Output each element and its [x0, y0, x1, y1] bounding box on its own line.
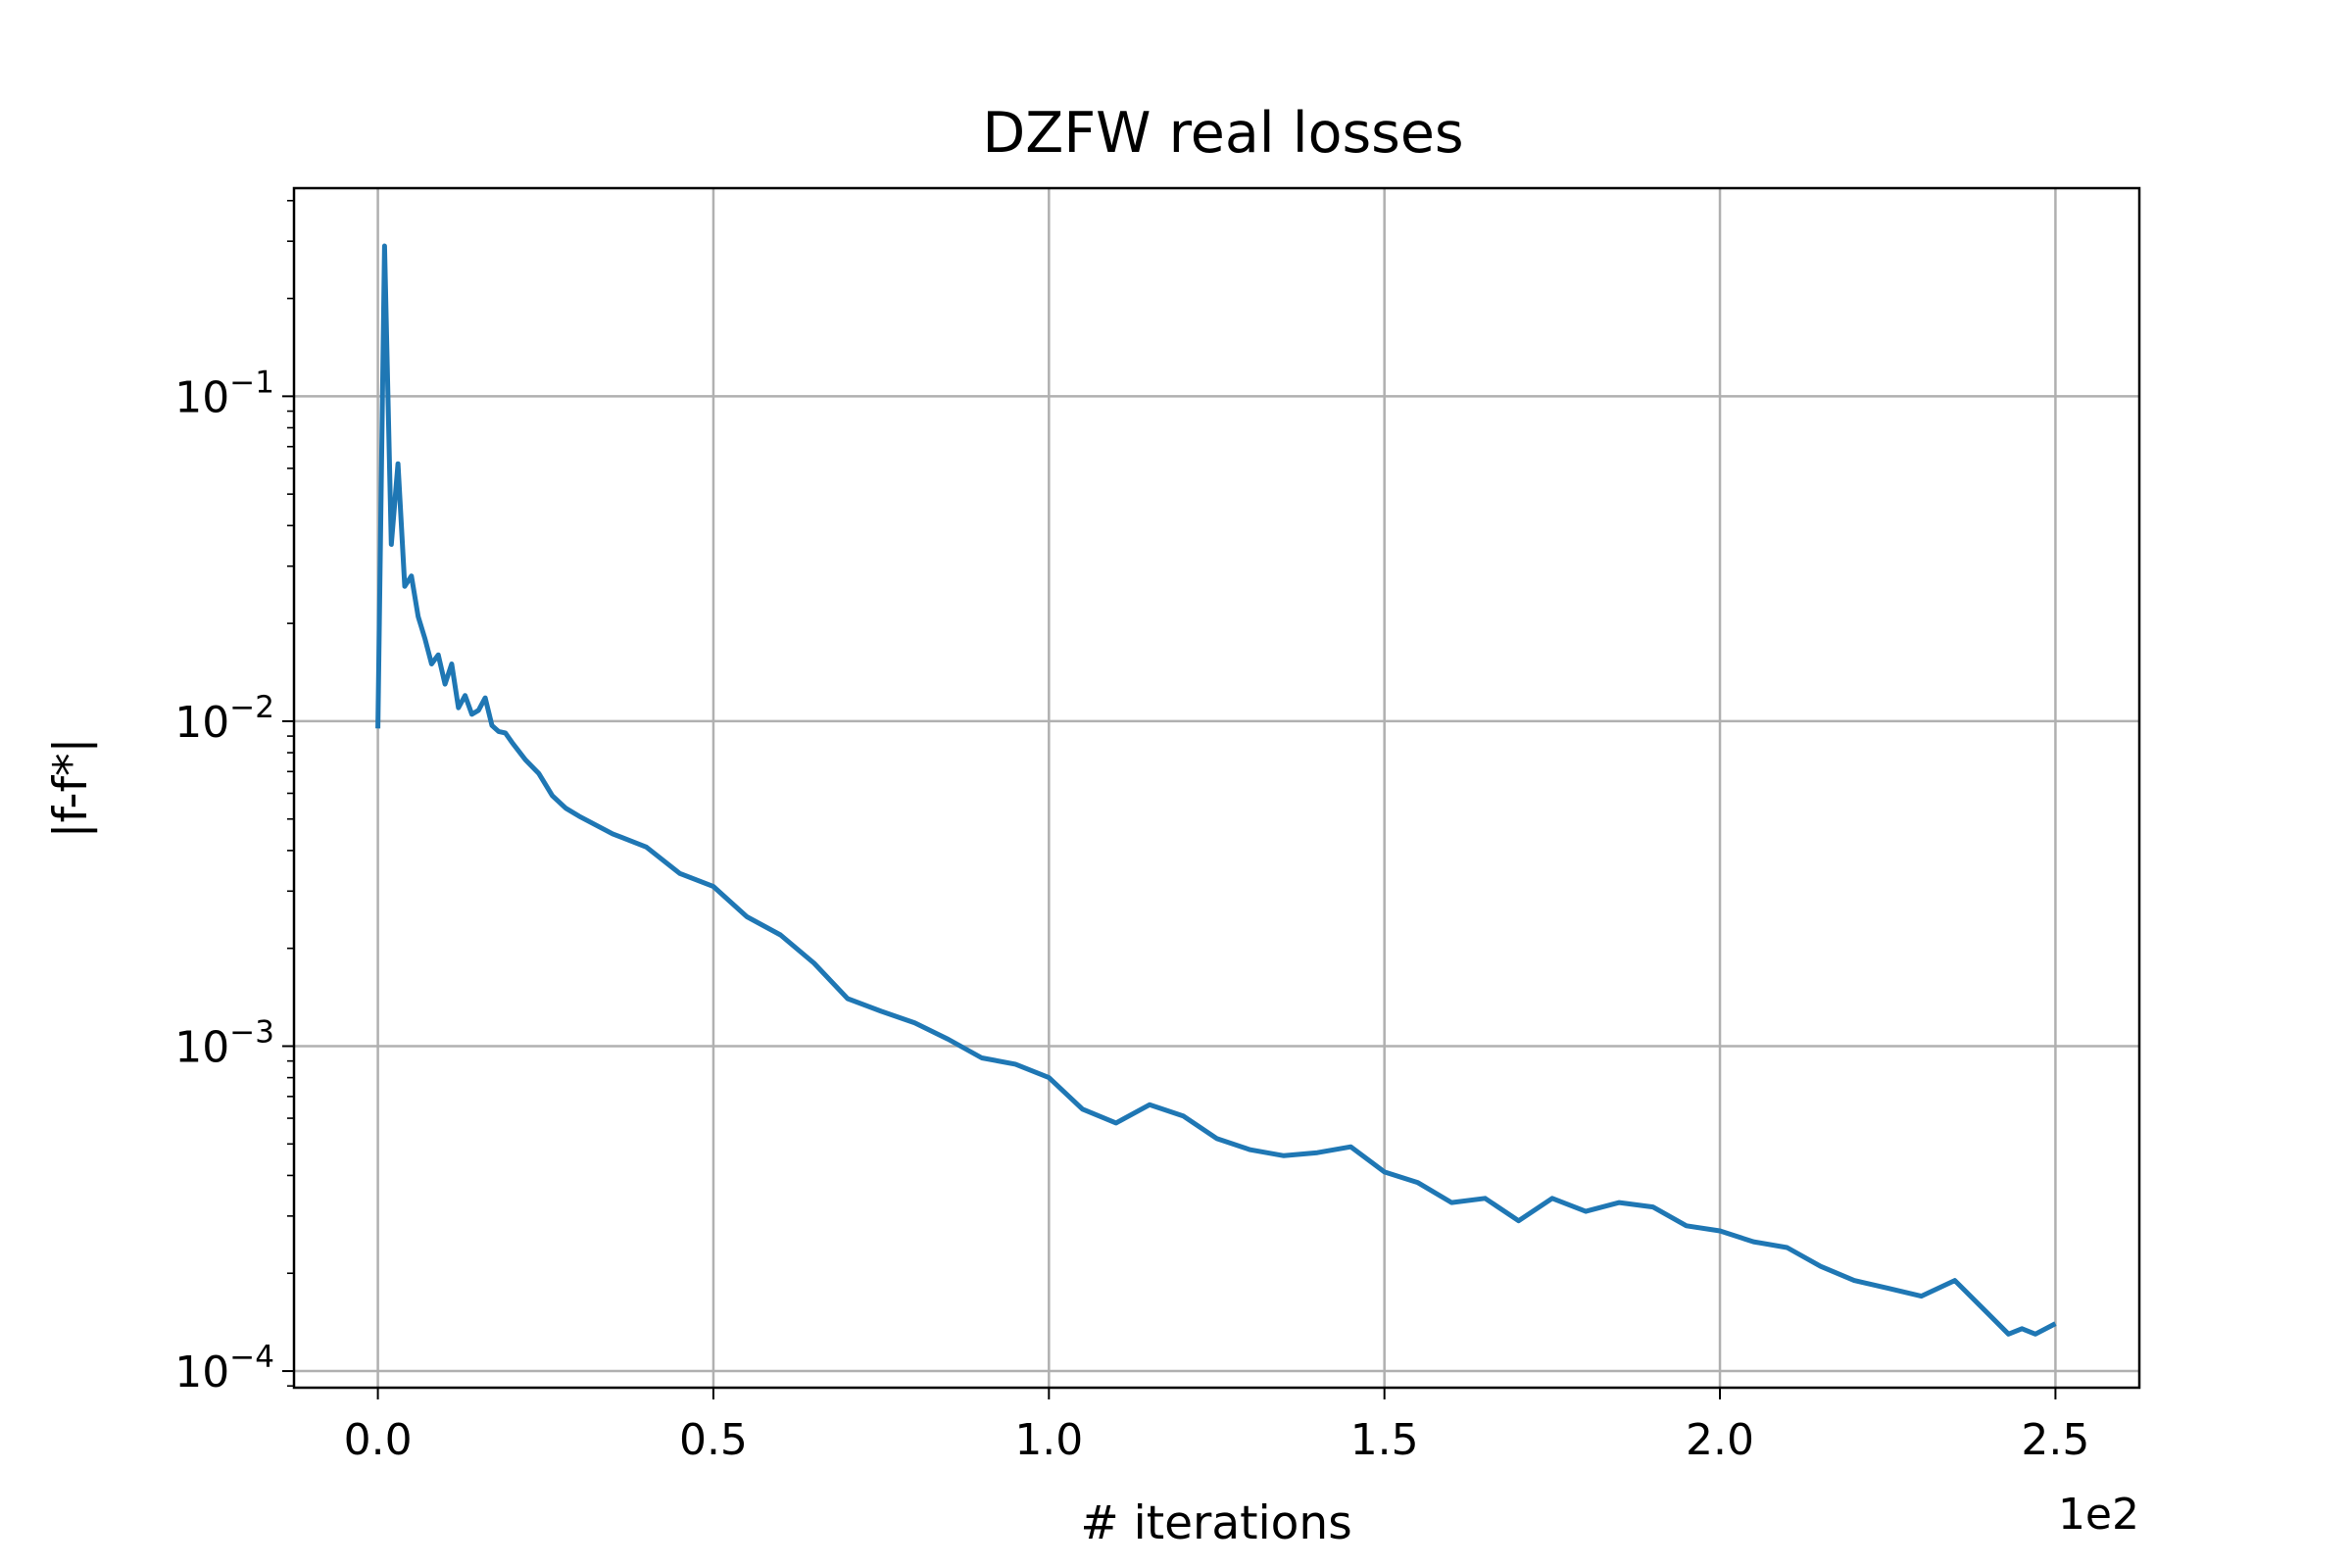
plot-frame	[292, 186, 2141, 1390]
y-tick-label-base: 10	[174, 372, 229, 422]
y-tick-label: 10−1	[174, 365, 274, 422]
y-tick-label-exponent: −3	[229, 1014, 274, 1050]
y-axis: 10−110−210−310−4	[174, 199, 294, 1397]
x-tick-label: 1.5	[1350, 1415, 1419, 1465]
y-tick-label-exponent: −1	[229, 365, 274, 400]
y-tick-label: 10−3	[174, 1014, 274, 1072]
y-tick-label-base: 10	[174, 1348, 229, 1397]
y-tick-label-exponent: −2	[229, 690, 274, 725]
x-tick-label: 0.5	[679, 1415, 748, 1465]
x-tick-label: 2.5	[2021, 1415, 2089, 1465]
series-line	[375, 243, 2057, 1337]
x-axis-offset-label: 1e2	[2058, 1490, 2139, 1540]
y-tick-label-exponent: −4	[229, 1340, 274, 1375]
y-axis-label: |f-f*|	[44, 738, 98, 839]
y-tick-label: 10−4	[174, 1340, 274, 1397]
x-tick-label: 2.0	[1686, 1415, 1754, 1465]
y-tick-label-base: 10	[174, 1022, 229, 1072]
x-tick-label: 0.0	[344, 1415, 413, 1465]
grid-layer	[294, 188, 2139, 1388]
x-axis-label: # iterations	[1080, 1496, 1351, 1550]
x-tick-label: 1.0	[1014, 1415, 1083, 1465]
x-axis: 0.0 0.5 1.0 1.5 2.0 2.5	[344, 1388, 2089, 1465]
y-tick-label-base: 10	[174, 698, 229, 748]
chart-title: DZFW real losses	[982, 101, 1463, 166]
series-layer	[375, 243, 2057, 1337]
y-tick-label: 10−2	[174, 690, 274, 748]
